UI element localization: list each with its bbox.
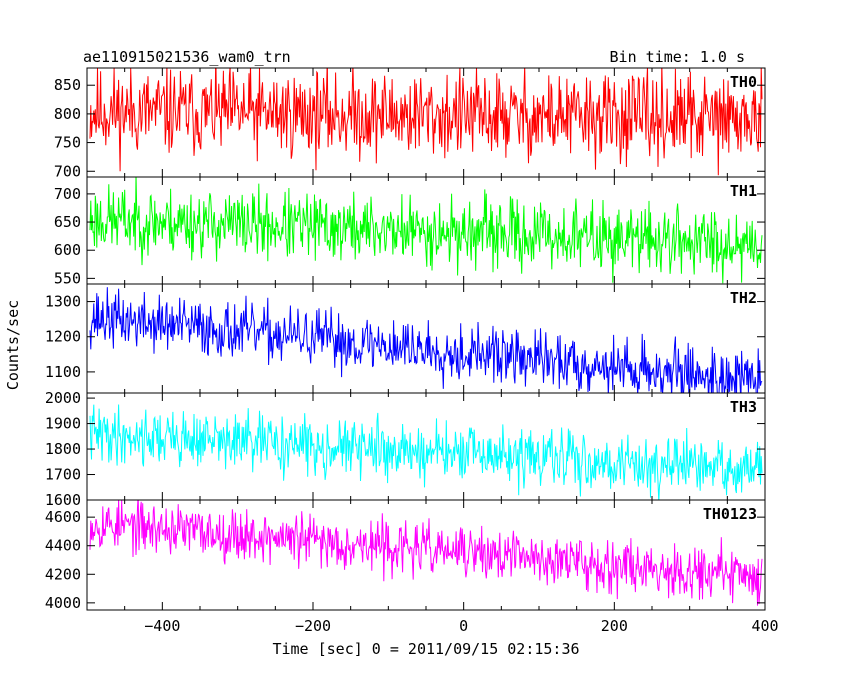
panel-th2: TH2 1100 1200 1300	[45, 283, 766, 394]
series-line-th1	[89, 177, 763, 284]
panel-th0: TH0 700 750 800 850	[54, 67, 766, 180]
y-tick-label: 850	[54, 76, 81, 94]
panel-label: TH2	[730, 289, 757, 307]
y-tick-label: 1100	[45, 363, 81, 381]
bin-time-label: Bin time: 1.0 s	[610, 48, 745, 66]
x-tick-label: 200	[601, 617, 628, 635]
y-tick-label: 700	[54, 185, 81, 203]
panel-th0123: TH0123 4000 4200 4400 4600	[45, 499, 766, 612]
panel-label: TH1	[730, 182, 757, 200]
x-tick-label: 0	[459, 617, 468, 635]
y-tick-label: 750	[54, 134, 81, 152]
y-tick-label: 700	[54, 162, 81, 180]
y-tick-label: 4000	[45, 594, 81, 612]
y-tick-label: 4600	[45, 508, 81, 526]
y-tick-label: 1200	[45, 328, 81, 346]
panel-label: TH0	[730, 73, 757, 91]
y-tick-label: 2000	[45, 389, 81, 407]
y-tick-label: 1900	[45, 415, 81, 433]
y-tick-label: 550	[54, 269, 81, 287]
x-tick-label: 400	[751, 617, 778, 635]
y-tick-label: 4200	[45, 565, 81, 583]
y-tick-label: 650	[54, 213, 81, 231]
panel-th1: TH1 550 600 650 700	[54, 176, 766, 287]
panel-th3: TH3 1600 1700 1800 1900 2000	[45, 389, 766, 509]
panel-frame	[86, 392, 766, 501]
series-line-th2	[89, 287, 763, 393]
x-tick-label: −400	[144, 617, 180, 635]
panel-label: TH0123	[703, 505, 757, 523]
y-tick-label: 1300	[45, 293, 81, 311]
y-axis-label: Counts/sec	[4, 300, 22, 390]
series-line-th3	[89, 404, 763, 500]
panels-group: TH0 700 750 800 850 TH1 550 600 650 700 TH2 1100 120…	[45, 67, 779, 635]
y-tick-label: 1600	[45, 491, 81, 509]
y-tick-label: 1700	[45, 466, 81, 484]
x-tick-label: −200	[295, 617, 331, 635]
y-tick-label: 4400	[45, 537, 81, 555]
series-line-th0123	[89, 500, 763, 606]
y-tick-label: 1800	[45, 440, 81, 458]
figure-title: ae110915021536_wam0_trn	[83, 48, 291, 66]
panel-label: TH3	[730, 398, 757, 416]
y-tick-label: 800	[54, 105, 81, 123]
y-tick-label: 600	[54, 241, 81, 259]
series-line-th0	[89, 68, 763, 176]
x-axis-label: Time [sec] 0 = 2011/09/15 02:15:36	[272, 640, 579, 658]
panel-frame	[86, 499, 766, 611]
